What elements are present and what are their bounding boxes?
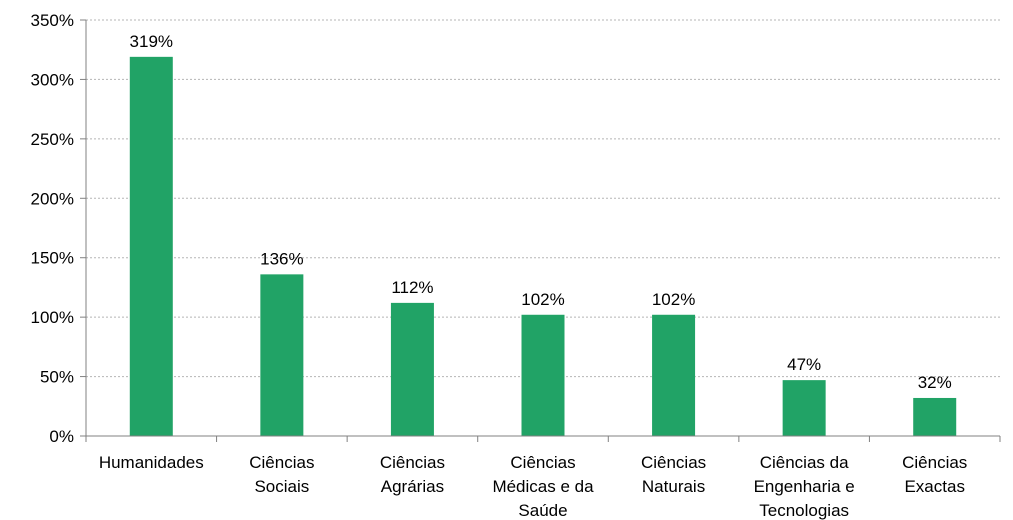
data-label: 102% [521,290,564,309]
category-label: Ciências [510,453,575,472]
data-label: 112% [391,278,433,297]
bar [260,274,304,436]
category-label: Humanidades [99,453,204,472]
category-label: Ciências [902,453,967,472]
bar [782,380,826,436]
bar [390,302,434,436]
category-label: Ciências [380,453,445,472]
category-label: Sociais [254,477,309,496]
y-tick-label: 0% [49,427,74,446]
bars: 319% 136% 112% 102% 102% 47% 32% [129,32,957,437]
category-label: Saúde [518,501,567,520]
bar [913,397,957,436]
y-tick-label: 300% [31,70,74,89]
bar [129,56,173,437]
category-label: Engenharia e [754,477,855,496]
y-tick-label: 200% [31,189,74,208]
category-label: Ciências da [760,453,849,472]
category-label: Ciências [641,453,706,472]
x-axis: Humanidades Ciências Sociais Ciências Agrári… [85,435,1001,520]
category-label: Médicas e da [492,477,594,496]
y-axis: 0% 50% 100% 150% 200% 250% 300% 350% [31,11,87,446]
data-label: 102% [652,290,695,309]
data-label: 32% [918,373,952,392]
category-label: Naturais [642,477,705,496]
y-tick-label: 250% [31,130,74,149]
bar [652,314,696,436]
data-label: 319% [130,32,173,51]
y-tick-label: 350% [31,11,74,30]
data-label: 47% [787,355,821,374]
y-tick-label: 50% [40,368,74,387]
category-label: Agrárias [381,477,444,496]
category-label: Exactas [904,477,964,496]
data-label: 136% [260,249,303,268]
bar [521,314,565,436]
category-label: Tecnologias [759,501,849,520]
y-tick-label: 150% [31,249,74,268]
y-tick-label: 100% [31,308,74,327]
category-label: Ciências [249,453,314,472]
gridlines [86,19,1000,378]
